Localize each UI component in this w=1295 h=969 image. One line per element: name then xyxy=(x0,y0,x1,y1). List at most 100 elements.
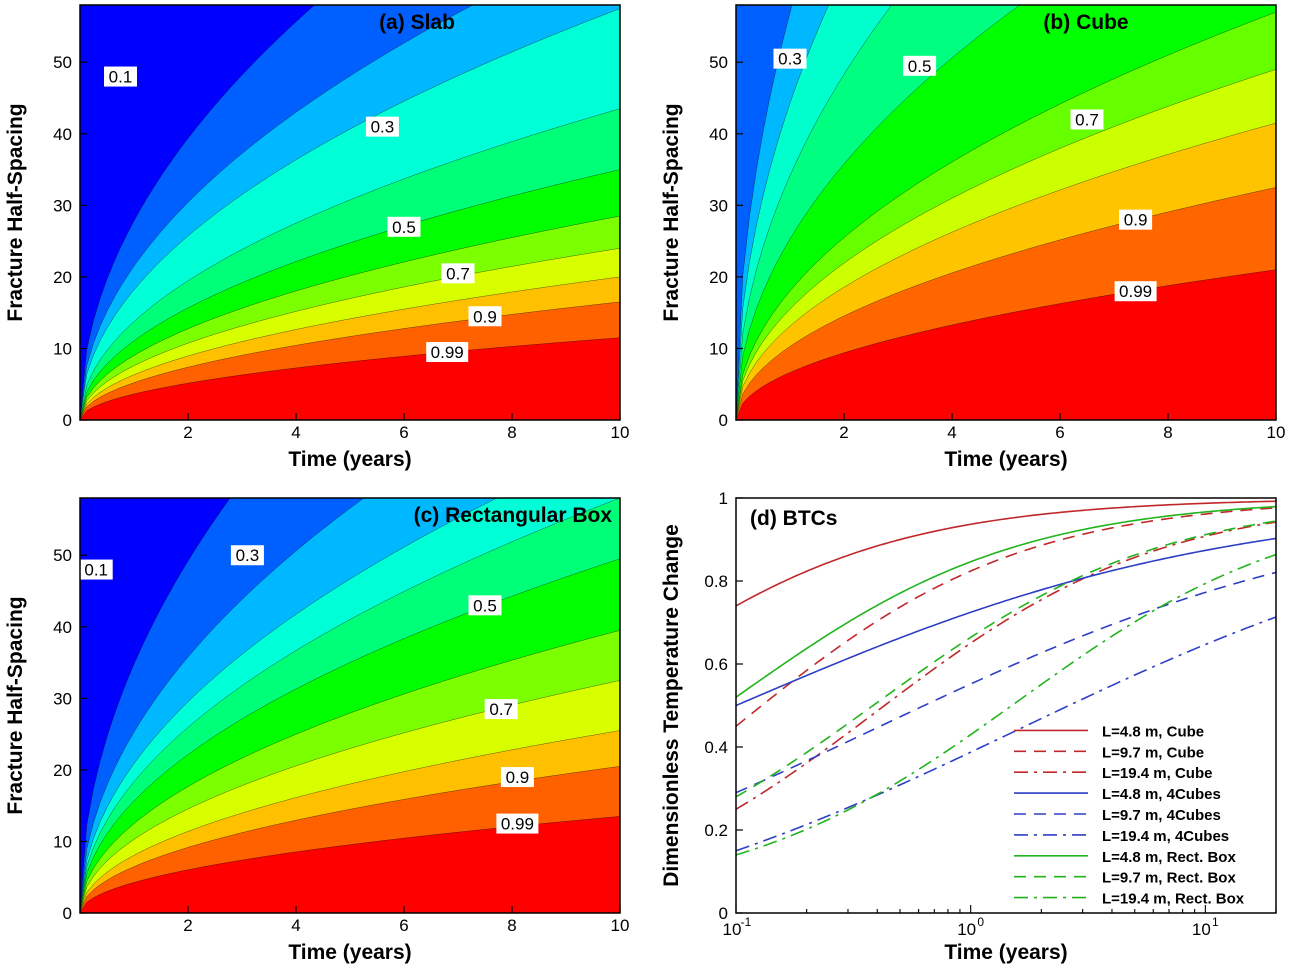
panel-a-contour-label-text: 0.7 xyxy=(446,264,470,283)
panel-b-ytick-label: 10 xyxy=(709,339,728,358)
panel-c-contour-label: 0.5 xyxy=(468,595,502,616)
series-line-3 xyxy=(736,521,1276,810)
legend-label-2: L=9.7 m, Cube xyxy=(1102,744,1204,761)
panel-a-contour-label-text: 0.5 xyxy=(392,218,416,237)
panel-a-ytick-label: 10 xyxy=(53,339,72,358)
panel-a-title: (a) Slab xyxy=(379,11,455,34)
series-line-9 xyxy=(736,553,1276,856)
panel-a-ytick-label: 40 xyxy=(53,125,72,144)
panel-a-ylabel: Fracture Half-Spacing xyxy=(4,103,27,321)
panel-b-title: (b) Cube xyxy=(1043,11,1128,34)
panel-c-contour-label: 0.99 xyxy=(496,813,539,834)
panel-b-contour-label-text: 0.5 xyxy=(908,57,932,76)
panel-b-contour-label: 0.3 xyxy=(773,48,807,69)
panel-b-contour-label-text: 0.9 xyxy=(1124,211,1148,230)
panel-d-ylabel: Dimensionless Temperature Change xyxy=(660,524,683,887)
series-line-1 xyxy=(736,500,1276,607)
panel-a-xtick-label: 4 xyxy=(291,423,300,442)
legend-label-5: L=9.7 m, 4Cubes xyxy=(1102,807,1221,824)
panel-d-frame xyxy=(735,497,1277,914)
panel-c-xtick-label: 10 xyxy=(611,916,630,935)
panel-a-ytick-label: 50 xyxy=(53,53,72,72)
panel-c-band-10 xyxy=(80,816,620,913)
panel-d-lines xyxy=(736,500,1276,856)
panel-c-ylabel: Fracture Half-Spacing xyxy=(4,596,27,814)
panel-a-contour-label: 0.1 xyxy=(104,66,137,87)
panel-b-ytick-label: 30 xyxy=(709,196,728,215)
panel-a-frame xyxy=(79,4,621,421)
legend-label-7: L=4.8 m, Rect. Box xyxy=(1102,849,1236,866)
panel-d-ytick-label: 0.4 xyxy=(704,738,728,757)
panel-d-title: (d) BTCs xyxy=(750,507,838,530)
panel-b-contour-label-bg xyxy=(1114,281,1157,302)
panel-a-contour-label: 0.9 xyxy=(468,306,502,327)
series-line-6 xyxy=(736,616,1276,852)
panel-b-xtick-label: 6 xyxy=(1055,423,1064,442)
panel-b-ytick-label: 40 xyxy=(709,125,728,144)
panel-b-xlabel: Time (years) xyxy=(944,448,1067,471)
panel-b-contour-label-text: 0.99 xyxy=(1119,282,1152,301)
panel-a-ytick-label: 20 xyxy=(53,268,72,287)
panel-c-xtick-label: 2 xyxy=(183,916,192,935)
panel-b-contour-label: 0.99 xyxy=(1114,281,1157,302)
series-line-8 xyxy=(736,520,1276,798)
panel-b-contour-label: 0.9 xyxy=(1119,209,1153,230)
panel-d-ytick-label: 0 xyxy=(719,904,728,923)
panel-a-xtick-label: 2 xyxy=(183,423,192,442)
panel-b-contour-label: 0.5 xyxy=(903,55,937,76)
panel-c-contour-label-text: 0.5 xyxy=(473,596,497,615)
panel-a-contour-label-bg xyxy=(426,342,469,363)
panel-c-contour-label-text: 0.3 xyxy=(236,546,260,565)
legend-label-8: L=9.7 m, Rect. Box xyxy=(1102,870,1236,887)
panel-a-contour-label: 0.99 xyxy=(426,342,469,363)
panel-b-contour-label-bg xyxy=(773,48,807,69)
panel-b-frame xyxy=(735,4,1277,421)
legend-label-4: L=4.8 m, 4Cubes xyxy=(1102,786,1221,803)
legend-label-6: L=19.4 m, 4Cubes xyxy=(1102,828,1229,845)
panel-c-xtick-label: 8 xyxy=(507,916,516,935)
panel-c-contour-label-text: 0.99 xyxy=(501,815,534,834)
panel-a-contour-label-bg xyxy=(365,116,399,137)
panel-a-band-10 xyxy=(80,337,620,420)
panel-a-contour-label-bg xyxy=(104,66,137,87)
series-line-5 xyxy=(736,571,1276,794)
panel-b-xtick-label: 2 xyxy=(839,423,848,442)
panel-c-contour-label-text: 0.7 xyxy=(489,700,513,719)
panel-d-xtick-label: 10 xyxy=(957,920,976,939)
panel-c-ytick-label: 40 xyxy=(53,618,72,637)
panel-c-title: (c) Rectangular Box xyxy=(414,504,613,527)
series-line-7 xyxy=(736,505,1276,698)
panel-a-contours xyxy=(80,5,620,420)
panel-c-contour-label-bg xyxy=(230,545,264,566)
panel-b-contour-label-text: 0.7 xyxy=(1075,110,1099,129)
panel-a-contour-label: 0.3 xyxy=(365,116,399,137)
panel-b-ytick-label: 0 xyxy=(719,411,728,430)
panel-c-contour-label-bg xyxy=(468,595,502,616)
legend-label-9: L=19.4 m, Rect. Box xyxy=(1102,891,1245,908)
panel-b: 2 4 6 8 10 0 10 20 30 40 50 0.3 0.5 0.7 0.9 0.99 (b) Cub… xyxy=(709,5,1286,442)
panel-c-xtick-label: 6 xyxy=(399,916,408,935)
series-line-4 xyxy=(736,537,1276,707)
panel-a-contour-label-text: 0.3 xyxy=(371,118,395,137)
panel-c-ytick-label: 30 xyxy=(53,689,72,708)
panel-c-contour-label-bg xyxy=(79,559,113,580)
panel-d-ytick-label: 0.6 xyxy=(704,655,728,674)
series-line-2 xyxy=(736,507,1276,727)
panel-b-xtick-label: 4 xyxy=(947,423,956,442)
panel-c-contour-label-bg xyxy=(500,767,534,788)
panel-a-contour-label-bg xyxy=(441,263,475,284)
panel-a-xtick-label: 8 xyxy=(507,423,516,442)
panel-a-contour-label-text: 0.1 xyxy=(109,68,133,87)
panel-b-xtick-label: 10 xyxy=(1267,423,1286,442)
panel-b-contour-label-bg xyxy=(903,55,937,76)
panel-a-contour-label-text: 0.9 xyxy=(473,307,497,326)
panel-b-band-9 xyxy=(736,269,1276,420)
panel-a-contour-label-text: 0.99 xyxy=(431,343,464,362)
panel-a-xlabel: Time (years) xyxy=(288,448,411,471)
panel-a-ytick-label: 0 xyxy=(63,411,72,430)
panel-a-contour-label-bg xyxy=(387,216,421,237)
panel-c: 2 4 6 8 10 0 10 20 30 40 50 0.1 0.3 0.5 0.7 0.9 0.99 (c) … xyxy=(53,498,630,935)
panel-c-ytick-label: 10 xyxy=(53,832,72,851)
panel-b-contour-label-bg xyxy=(1119,209,1153,230)
